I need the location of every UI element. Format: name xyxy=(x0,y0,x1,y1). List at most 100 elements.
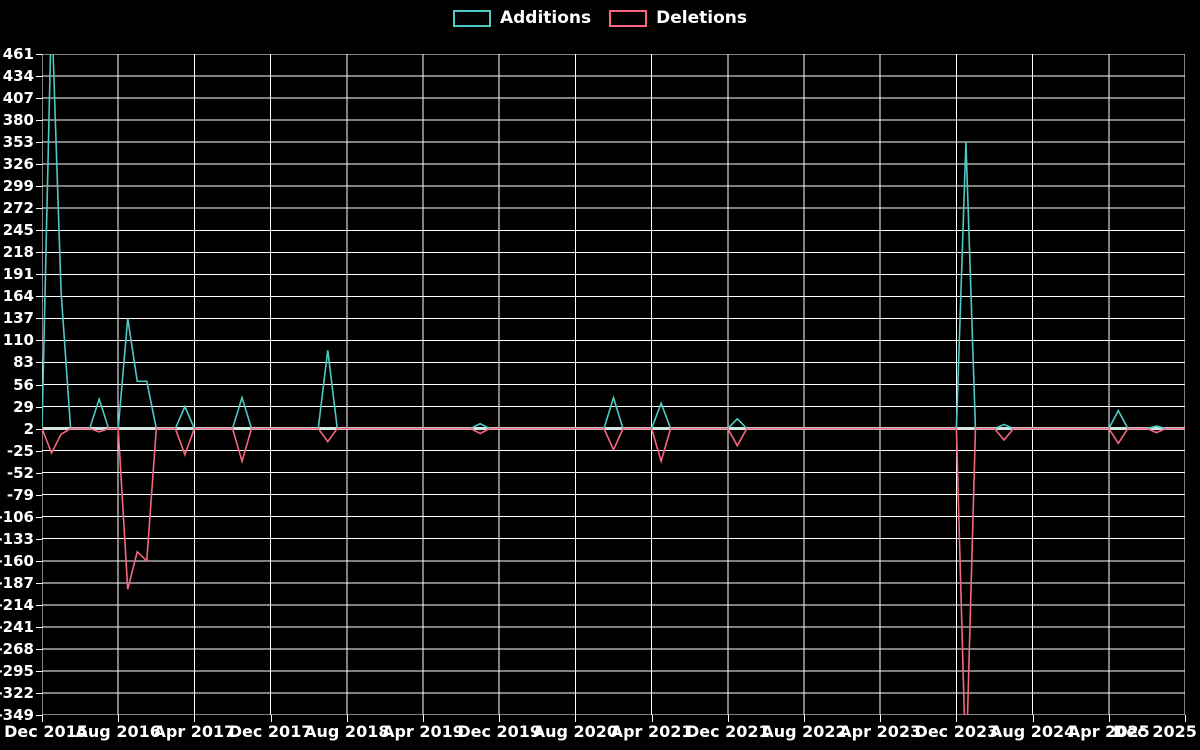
y-axis-tick-label: 299 xyxy=(2,177,34,196)
x-axis-tick-mark xyxy=(956,715,958,722)
x-axis-tick-mark xyxy=(880,715,882,722)
y-axis-tick-mark xyxy=(36,692,42,694)
x-axis-tick-label: Apr 2021 xyxy=(610,722,693,741)
y-axis-tick-label: 137 xyxy=(2,309,34,328)
x-axis-tick-label: Aug 2016 xyxy=(75,722,161,741)
x-axis-tick-mark xyxy=(194,715,196,722)
series-line-deletions xyxy=(42,427,1185,715)
y-axis-tick-mark xyxy=(36,274,42,276)
x-axis-tick-mark xyxy=(1185,715,1186,722)
y-axis-tick-label: -133 xyxy=(0,529,34,548)
x-axis-tick-label: Dec 2015 xyxy=(4,722,88,741)
x-axis-tick-mark xyxy=(346,715,348,722)
y-axis-tick-label: 29 xyxy=(13,397,34,416)
y-axis-tick-label: 326 xyxy=(2,155,34,174)
y-axis-tick-mark xyxy=(36,516,42,518)
y-axis-tick-label: -106 xyxy=(0,507,34,526)
x-axis-tick-mark xyxy=(1032,715,1034,722)
y-axis-tick-label: -25 xyxy=(6,441,34,460)
y-axis-tick-mark xyxy=(36,54,42,55)
x-axis-tick-label: Dec 2023 xyxy=(914,722,999,741)
x-axis-tick-label: Aug 2018 xyxy=(304,722,390,741)
y-axis-tick-mark xyxy=(36,120,42,122)
x-axis-tick-label: Dec 2021 xyxy=(685,722,770,741)
y-axis-tick-label: 56 xyxy=(13,375,34,394)
y-axis-tick-label: 407 xyxy=(2,89,34,108)
y-axis-tick-mark xyxy=(36,208,42,210)
y-axis-tick-mark xyxy=(36,406,42,408)
y-axis-tick-mark xyxy=(36,340,42,342)
y-axis-tick-label: 380 xyxy=(2,111,34,130)
x-axis-tick-label: Apr 2019 xyxy=(382,722,464,741)
y-axis-tick-mark xyxy=(36,582,42,584)
x-axis-tick-mark xyxy=(499,715,501,722)
y-axis-tick-label: -79 xyxy=(6,485,34,504)
x-axis-tick-mark xyxy=(575,715,577,722)
y-axis-tick-label: 191 xyxy=(2,265,34,284)
y-axis-tick-mark xyxy=(36,626,42,628)
y-axis-tick-label: -214 xyxy=(0,595,34,614)
y-axis-tick-label: 2 xyxy=(23,419,34,438)
y-axis-tick-mark xyxy=(36,76,42,78)
y-axis-tick-mark xyxy=(36,384,42,386)
x-axis-tick-label: Aug 2024 xyxy=(989,722,1076,741)
x-axis-tick-mark xyxy=(118,715,120,722)
x-axis-tick-mark xyxy=(1108,715,1110,722)
x-axis-tick-label: Dec 2019 xyxy=(457,722,542,741)
legend-swatch-additions xyxy=(452,9,491,27)
legend-entry-additions[interactable]: Additions xyxy=(452,8,592,28)
y-axis-tick-mark xyxy=(36,362,42,364)
x-axis-tick-mark xyxy=(804,715,805,722)
y-axis-tick-mark xyxy=(36,230,42,232)
y-axis-tick-label: 353 xyxy=(2,133,34,152)
y-axis-tick-label: -295 xyxy=(0,661,34,680)
y-axis-tick-mark xyxy=(36,318,42,320)
x-axis-tick-label: Dec 2017 xyxy=(228,722,313,741)
x-axis-tick-label: Dec 2025 xyxy=(1113,722,1197,741)
y-axis-tick-mark xyxy=(36,164,42,166)
y-axis-tick-mark xyxy=(36,560,42,562)
y-axis-tick-label: -187 xyxy=(0,573,34,592)
legend-swatch-deletions xyxy=(609,9,648,27)
y-axis-tick-label: 110 xyxy=(2,331,34,350)
y-axis-tick-label: 272 xyxy=(2,199,34,218)
y-axis-tick-mark xyxy=(36,296,42,298)
y-axis-tick-label: 218 xyxy=(2,243,34,262)
x-axis-tick-mark xyxy=(423,715,424,722)
chart-legend: Additions Deletions xyxy=(0,0,1200,36)
y-axis-tick-mark xyxy=(36,186,42,188)
x-axis-tick-label: Aug 2022 xyxy=(761,722,847,741)
y-axis-tick-label: 164 xyxy=(2,287,34,306)
y-axis-tick-label: -160 xyxy=(0,551,34,570)
y-axis-tick-mark xyxy=(36,538,42,540)
y-axis-tick-mark xyxy=(36,648,42,650)
x-axis-tick-mark xyxy=(270,715,272,722)
y-axis-tick-label: 434 xyxy=(2,67,34,86)
y-axis-tick-label: -268 xyxy=(0,639,34,658)
x-axis-tick-label: Apr 2025 xyxy=(1067,722,1150,741)
y-axis-tick-mark xyxy=(36,142,42,144)
x-axis-tick-mark xyxy=(651,715,653,722)
y-axis-tick-mark xyxy=(36,252,42,254)
x-axis-tick-mark xyxy=(727,715,729,722)
plot-area xyxy=(42,54,1185,715)
y-axis-tick-mark xyxy=(36,450,42,452)
y-axis-tick-mark xyxy=(36,428,42,430)
x-axis-tick-label: Aug 2020 xyxy=(532,722,619,741)
y-axis-tick-mark xyxy=(36,472,42,474)
y-axis-tick-mark xyxy=(36,604,42,606)
y-axis-tick-label: -322 xyxy=(0,683,34,702)
y-axis-tick-label: -241 xyxy=(0,617,34,636)
y-axis-tick-label: 461 xyxy=(2,45,34,63)
chart-gridlines xyxy=(42,54,1185,715)
series-line-additions xyxy=(42,54,1185,430)
y-axis-tick-mark xyxy=(36,670,42,672)
legend-entry-deletions[interactable]: Deletions xyxy=(609,8,747,28)
y-axis-tick-label: 245 xyxy=(2,221,34,240)
y-axis-tick-mark xyxy=(36,715,42,716)
x-axis-tick-mark xyxy=(42,715,43,722)
legend-label-additions: Additions xyxy=(499,8,592,28)
y-axis-tick-mark xyxy=(36,98,42,100)
y-axis-tick-label: -52 xyxy=(6,463,34,482)
